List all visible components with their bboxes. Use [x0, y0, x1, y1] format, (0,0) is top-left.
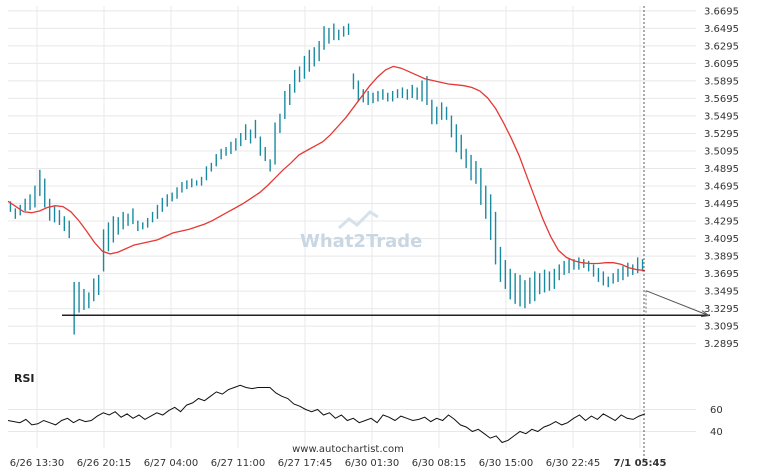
x-tick-label: 6/26 20:15	[77, 458, 131, 469]
x-tick-label: 6/30 22:45	[546, 458, 600, 469]
y-tick-label: 3.4295	[704, 217, 739, 228]
y-tick-label: 3.6295	[704, 41, 739, 52]
moving-average-line	[7, 65, 646, 272]
y-tick-label: 3.3495	[704, 287, 739, 298]
x-tick-label: 6/30 01:30	[345, 458, 399, 469]
price-bars	[9, 23, 644, 335]
y-tick-label: 3.4895	[704, 164, 739, 175]
y-tick-label: 3.3295	[704, 304, 739, 315]
x-tick-label: 6/27 04:00	[144, 458, 198, 469]
y-tick-label: 3.5695	[704, 94, 739, 105]
svg-text:What2Trade: What2Trade	[300, 231, 422, 252]
x-axis: 6/26 13:30 6/26 20:15 6/27 04:00 6/27 11:00…	[10, 458, 667, 469]
rsi-title: RSI	[14, 372, 35, 385]
x-tick-label: 6/30 15:00	[479, 458, 533, 469]
rsi-line	[7, 384, 646, 444]
watermark-chart-icon	[337, 210, 379, 230]
y-tick-label: 3.4095	[704, 234, 739, 245]
x-tick-label: 6/27 11:00	[211, 458, 265, 469]
x-tick-label: 6/30 08:15	[412, 458, 466, 469]
watermark-text-trade: Trade	[366, 231, 422, 252]
forecast-arrow-head	[700, 310, 710, 318]
rsi-y-axis: 60 40	[710, 405, 723, 438]
x-tick-label: 7/1 05:45	[614, 458, 667, 469]
watermark-logo: What2Trade	[300, 210, 422, 252]
rsi-tick-label: 60	[710, 405, 723, 416]
y-tick-label: 3.6495	[704, 24, 739, 35]
footer-url: www.autochartist.com	[292, 444, 404, 455]
y-tick-label: 3.5495	[704, 111, 739, 122]
y-tick-label: 3.2895	[704, 339, 739, 350]
y-tick-label: 3.6095	[704, 59, 739, 70]
x-tick-label: 6/27 17:45	[278, 458, 332, 469]
y-axis: 3.6695 3.6495 3.6295 3.6095 3.5895 3.5695 3.54…	[704, 6, 739, 350]
y-tick-label: 3.3895	[704, 252, 739, 263]
x-tick-label: 6/26 13:30	[10, 458, 64, 469]
forecast-arrow-line	[645, 290, 710, 317]
watermark-text-two: 2	[353, 231, 366, 252]
y-tick-label: 3.6695	[704, 6, 739, 17]
y-tick-label: 3.5095	[704, 146, 739, 157]
grid-lines	[8, 6, 696, 448]
y-tick-label: 3.5895	[704, 76, 739, 87]
watermark-text-what: What	[300, 231, 354, 252]
forecast-projection	[645, 290, 710, 318]
y-tick-label: 3.3095	[704, 322, 739, 333]
y-tick-label: 3.5295	[704, 129, 739, 140]
y-tick-label: 3.3695	[704, 269, 739, 280]
y-tick-label: 3.4695	[704, 182, 739, 193]
rsi-tick-label: 40	[710, 427, 723, 438]
y-tick-label: 3.4495	[704, 199, 739, 210]
